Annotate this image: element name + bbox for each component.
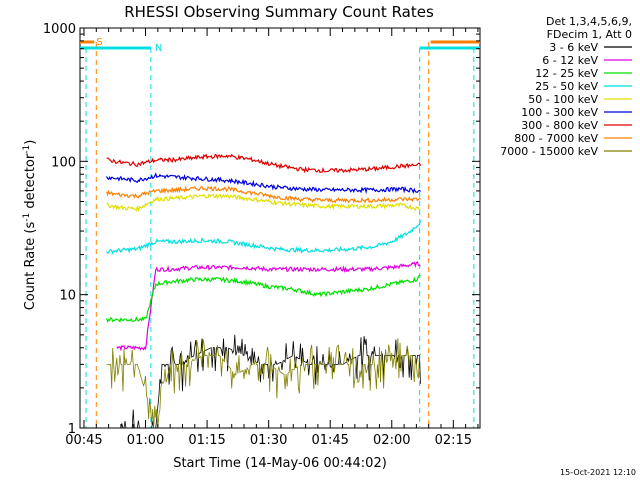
- x-tick-label: 01:45: [311, 433, 348, 448]
- series-layer: [106, 153, 422, 429]
- x-tick-label: 01:00: [127, 433, 164, 448]
- legend-label: 300 - 800 keV: [521, 119, 598, 132]
- plot-border: [79, 27, 481, 429]
- series-line: [106, 153, 422, 174]
- series-line: [106, 220, 422, 255]
- legend-header-line-1: Det 1,3,4,5,6,9,: [546, 15, 632, 28]
- legend-label: 50 - 100 keV: [528, 93, 598, 106]
- legend-label: 3 - 6 keV: [549, 41, 598, 54]
- y-axis-label: Count Rate (s-1 detector-1): [22, 140, 38, 311]
- x-tick-label: 02:15: [435, 433, 472, 448]
- x-tick-label: 00:45: [65, 433, 102, 448]
- y-tick-label: 1: [68, 422, 76, 437]
- x-axis-label: Start Time (14-May-06 00:44:02): [173, 456, 387, 471]
- y-tick-label: 10: [59, 289, 76, 304]
- night-label: N: [155, 43, 162, 54]
- y-tick-label: 100: [51, 155, 76, 170]
- x-tick-label: 01:30: [250, 433, 287, 448]
- legend-label: 800 - 7000 keV: [514, 132, 598, 145]
- date-stamp: 15-Oct-2021 12:10: [560, 468, 636, 477]
- x-tick-label: 02:00: [373, 433, 410, 448]
- legend-label: 12 - 25 keV: [535, 67, 598, 80]
- chart-title: RHESSI Observing Summary Count Rates: [124, 3, 434, 21]
- legend: Det 1,3,4,5,6,9, FDecim 1, Att 0 3 - 6 k…: [500, 15, 632, 158]
- series-line: [106, 274, 421, 324]
- legend-label: 100 - 300 keV: [521, 106, 598, 119]
- series-line: [116, 261, 421, 352]
- series-line: [106, 193, 421, 213]
- series-line: [106, 172, 421, 195]
- axes: 00:45 01:00 01:15 01:30 01:45 02:00 02:15 1 10 10…: [43, 22, 480, 448]
- series-line: [106, 185, 421, 204]
- legend-header-line-2: FDecim 1, Att 0: [547, 28, 632, 41]
- plot-frame: [79, 27, 481, 429]
- y-tick-label: 1000: [43, 22, 76, 37]
- saa-label: S: [96, 37, 102, 48]
- orbit-annotations: SN: [80, 37, 480, 428]
- legend-label: 25 - 50 keV: [535, 80, 598, 93]
- series-line: [106, 338, 421, 429]
- legend-label: 7000 - 15000 keV: [500, 145, 598, 158]
- x-tick-label: 01:15: [188, 433, 225, 448]
- legend-label: 6 - 12 keV: [542, 54, 598, 67]
